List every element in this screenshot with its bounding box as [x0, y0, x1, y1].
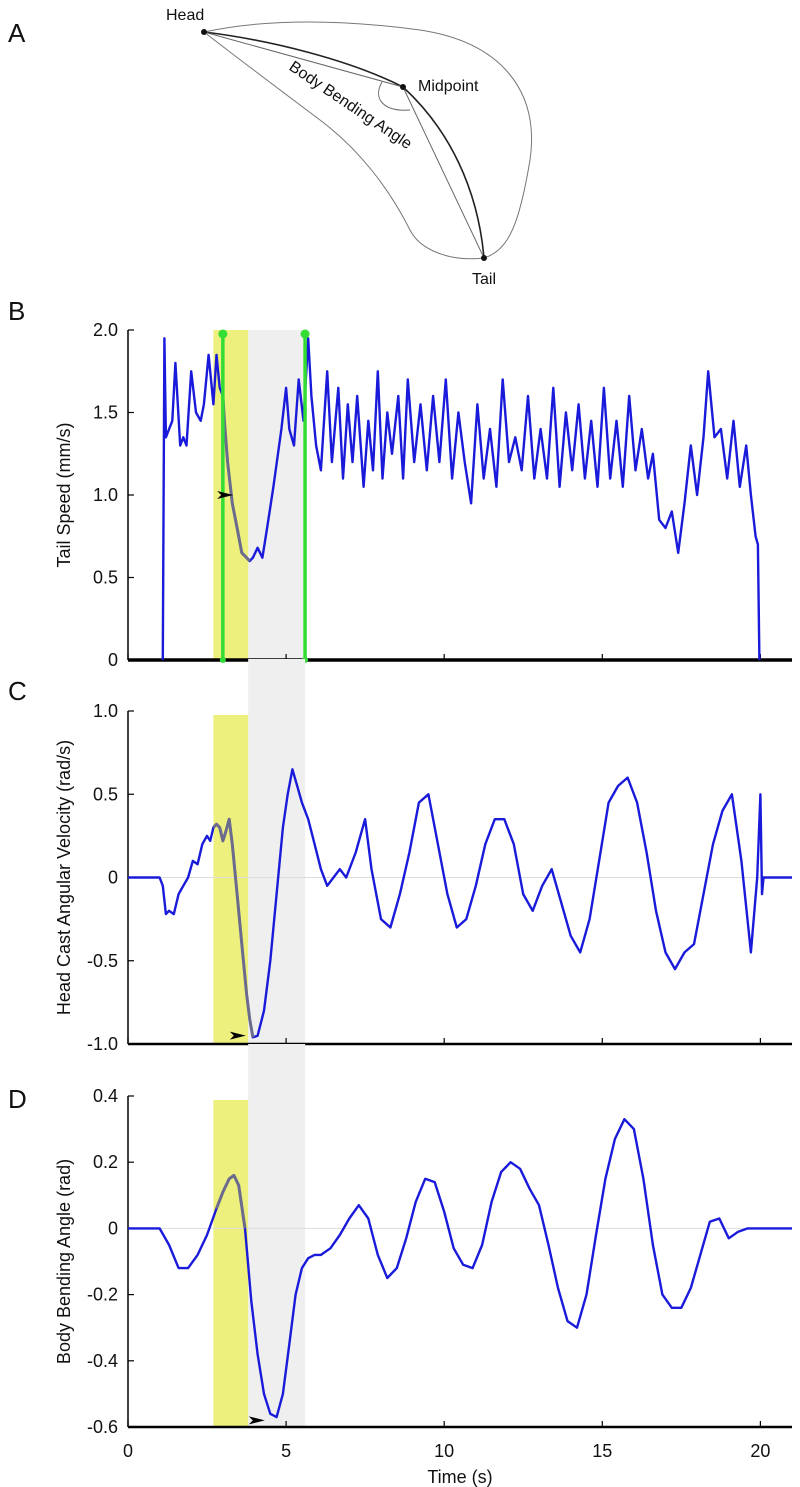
y-tick-label: 0: [108, 650, 118, 670]
highlight-segment: [221, 395, 251, 563]
yellow-band: [213, 1100, 249, 1427]
green-marker-dot: [300, 329, 310, 339]
highlight-segment: [215, 1173, 247, 1229]
arrowhead-marker: [248, 1416, 265, 1425]
series-line: [128, 1117, 792, 1419]
y-tick-label: 0.4: [93, 1086, 118, 1106]
y-tick-label: -0.2: [87, 1285, 118, 1305]
y-tick-label: 2.0: [93, 320, 118, 340]
panel-letter-a: A: [8, 18, 26, 48]
angle-arc: [378, 81, 411, 111]
larva-midline: [203, 31, 485, 259]
y-tick-label: 0.2: [93, 1152, 118, 1172]
y-tick-label: 1.5: [93, 403, 118, 423]
bending-angle-chart: -0.6 -0.4 -0.2 0 0.2 0.4 0 5 10 15 20 Body Bending …: [54, 1044, 792, 1487]
yellow-band: [213, 715, 249, 1044]
gray-band: [248, 330, 306, 660]
y-tick-label: 1.0: [93, 485, 118, 505]
x-tick-label: 15: [592, 1441, 612, 1461]
panel-letter-d: D: [8, 1084, 27, 1114]
y-tick-label: -0.6: [87, 1417, 118, 1437]
x-tick-label: 5: [281, 1441, 291, 1461]
arrowhead-marker: [217, 491, 234, 499]
larva-outline: [202, 21, 532, 260]
angular-velocity-chart: -1.0 -0.5 0 0.5 1.0 Head Cast Angular Velocit…: [54, 659, 792, 1054]
tail-label: Tail: [472, 271, 496, 288]
y-tick-label: 0: [108, 1218, 118, 1238]
green-marker-dot: [218, 329, 228, 339]
gray-band: [248, 1044, 306, 1427]
y-tick-label: -0.4: [87, 1351, 118, 1371]
y-tick-label: -0.5: [87, 951, 118, 971]
angle-line-head: [203, 31, 404, 88]
y-tick-label: 0.5: [93, 568, 118, 588]
gray-band: [248, 659, 306, 1044]
head-label: Head: [166, 7, 204, 24]
arrowhead-marker: [229, 1031, 246, 1040]
tail-speed-chart: 0 0.5 1.0 1.5 2.0 Tail Speed (mm/s): [54, 320, 792, 670]
head-point: [201, 29, 207, 35]
angle-line-tail: [402, 86, 485, 259]
x-tick-label: 20: [750, 1441, 770, 1461]
green-marker-base: [219, 657, 226, 663]
y-axis-label: Body Bending Angle (rad): [54, 1159, 74, 1364]
x-axis-label: Time (s): [427, 1467, 492, 1487]
panel-letter-b: B: [8, 296, 25, 326]
midpoint-point: [400, 84, 406, 90]
midpoint-label: Midpoint: [418, 78, 479, 95]
tail-point: [481, 255, 487, 261]
y-axis-label: Tail Speed (mm/s): [54, 422, 74, 567]
y-tick-label: -1.0: [87, 1034, 118, 1054]
x-tick-label: 0: [123, 1441, 133, 1461]
highlight-segment: [212, 817, 255, 1038]
y-tick-label: 0.5: [93, 784, 118, 804]
y-axis-label: Head Cast Angular Velocity (rad/s): [54, 740, 74, 1015]
x-tick-label: 10: [434, 1441, 454, 1461]
y-tick-label: 1.0: [93, 701, 118, 721]
larva-diagram: Head Midpoint Tail Body Bending Angle: [166, 7, 532, 288]
panel-letter-c: C: [8, 676, 27, 706]
y-tick-label: 0: [108, 868, 118, 888]
